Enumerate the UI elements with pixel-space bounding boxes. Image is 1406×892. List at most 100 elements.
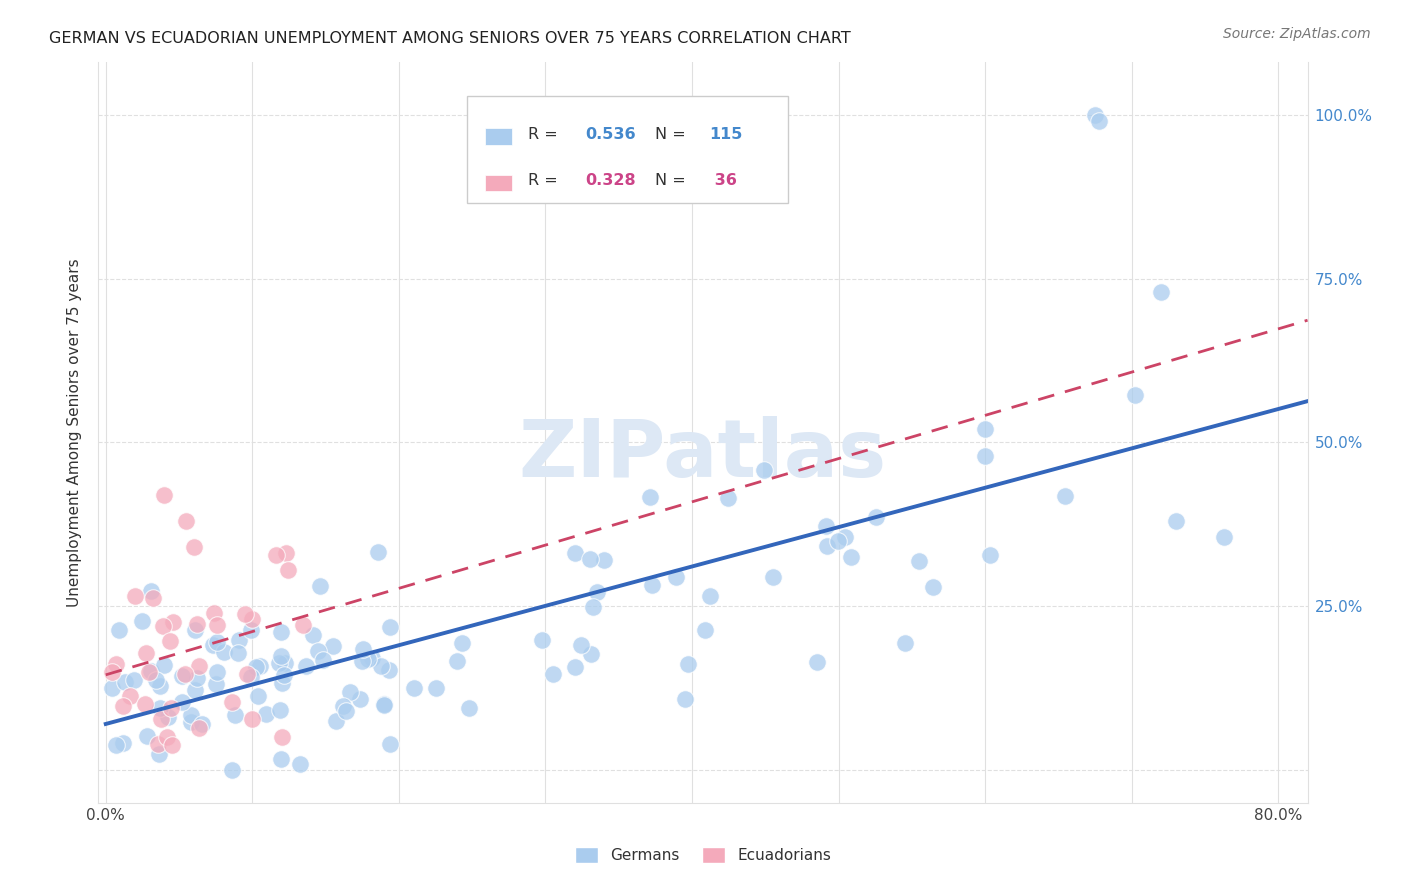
Point [176, 514, 198, 528]
Point [270, 752, 292, 766]
Point [302, 627, 325, 641]
Point [586, 585, 609, 599]
Point [292, 618, 315, 632]
Point [118, 689, 141, 703]
Text: N =: N = [655, 173, 685, 188]
Point [1213, 530, 1236, 544]
Point [339, 685, 361, 699]
Point [754, 462, 776, 476]
Point [678, 657, 700, 671]
Point [233, 607, 256, 621]
Legend: Germans, Ecuadorians: Germans, Ecuadorians [568, 841, 838, 869]
Point [240, 623, 263, 637]
Point [101, 665, 124, 679]
Point [974, 449, 997, 463]
Point [135, 729, 157, 743]
Point [357, 651, 380, 665]
Point [378, 620, 401, 634]
Point [564, 546, 586, 560]
Point [145, 673, 167, 688]
Point [221, 763, 243, 777]
Text: Source: ZipAtlas.com: Source: ZipAtlas.com [1223, 27, 1371, 41]
Point [228, 646, 250, 660]
Point [191, 717, 214, 731]
Point [350, 654, 373, 668]
Point [295, 659, 318, 673]
Point [134, 697, 156, 711]
Point [236, 666, 259, 681]
Point [1088, 114, 1111, 128]
Point [309, 578, 332, 592]
Point [1054, 489, 1077, 503]
Point [335, 704, 357, 718]
Point [352, 641, 374, 656]
Point [156, 710, 179, 724]
Point [541, 666, 564, 681]
FancyBboxPatch shape [467, 95, 787, 203]
Point [815, 540, 838, 554]
FancyBboxPatch shape [485, 175, 512, 191]
Point [104, 657, 127, 671]
Point [170, 669, 193, 683]
Point [894, 636, 917, 650]
Point [170, 695, 193, 709]
Point [101, 681, 124, 695]
Point [156, 730, 179, 744]
Point [717, 491, 740, 505]
Point [207, 618, 229, 632]
Text: 115: 115 [709, 127, 742, 142]
Point [276, 546, 298, 560]
Point [266, 548, 288, 562]
Point [370, 658, 392, 673]
Point [138, 665, 160, 679]
Text: 36: 36 [709, 173, 737, 188]
Point [202, 607, 225, 621]
Point [187, 721, 209, 735]
Point [530, 632, 553, 647]
Point [1150, 285, 1173, 299]
Point [815, 519, 838, 533]
Point [1164, 514, 1187, 528]
Point [152, 618, 174, 632]
Point [332, 698, 354, 713]
Point [673, 692, 696, 706]
Point [174, 667, 197, 681]
Point [205, 635, 228, 649]
Point [146, 737, 169, 751]
Point [325, 714, 347, 729]
Point [458, 701, 481, 715]
Text: 0.328: 0.328 [586, 173, 637, 188]
Point [288, 757, 311, 772]
Point [564, 660, 586, 674]
Point [641, 578, 664, 592]
Text: GERMAN VS ECUADORIAN UNEMPLOYMENT AMONG SENIORS OVER 75 YEARS CORRELATION CHART: GERMAN VS ECUADORIAN UNEMPLOYMENT AMONG … [49, 31, 851, 46]
Point [148, 679, 170, 693]
Point [312, 653, 335, 667]
Point [425, 681, 447, 695]
Point [638, 490, 661, 504]
Point [180, 708, 202, 723]
Point [149, 712, 172, 726]
Point [207, 665, 229, 679]
Point [224, 708, 246, 723]
Point [245, 660, 267, 674]
Point [186, 616, 208, 631]
Point [214, 645, 236, 659]
Point [221, 695, 243, 709]
Point [269, 703, 291, 717]
Point [806, 655, 828, 669]
Point [202, 638, 225, 652]
Text: R =: R = [527, 173, 562, 188]
Point [827, 533, 849, 548]
Point [270, 731, 292, 745]
Point [249, 659, 271, 673]
Point [124, 673, 146, 688]
Point [159, 634, 181, 648]
Point [699, 589, 721, 603]
Point [148, 747, 170, 761]
Point [112, 698, 135, 713]
Point [277, 563, 299, 577]
Point [114, 674, 136, 689]
Point [921, 580, 943, 594]
Point [270, 625, 292, 640]
